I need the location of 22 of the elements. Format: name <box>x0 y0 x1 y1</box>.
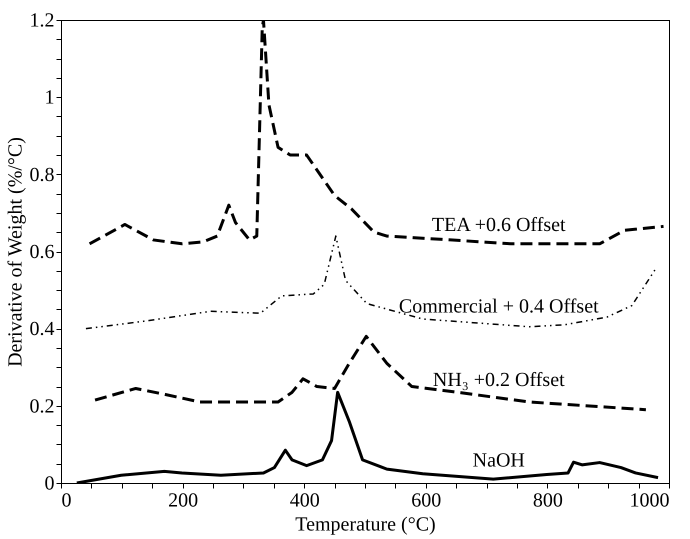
x-tick-label: 600 <box>411 490 442 512</box>
x-tick-label: 400 <box>290 490 320 512</box>
y-tick-label: 0.2 <box>30 395 54 418</box>
line-series <box>85 235 658 330</box>
y-tick-label: 0 <box>44 472 54 494</box>
y-axis-title: Derivative of Weight (%/°C) <box>4 137 26 367</box>
series-label: TEA +0.6 Offset <box>432 214 566 236</box>
x-axis-title: Temperature (°C) <box>295 514 436 536</box>
y-tick-label: 1 <box>44 86 54 109</box>
x-tick-label: 1000 <box>630 490 670 512</box>
line-series <box>75 390 660 483</box>
y-tick-label: 0.4 <box>30 318 54 340</box>
y-tick-label: 1.2 <box>30 10 54 32</box>
x-tick-label: 800 <box>532 490 563 512</box>
y-tick-label: 0.8 <box>30 164 54 186</box>
x-tick-label: 0 <box>62 490 72 512</box>
y-tick-label: 0.6 <box>30 241 54 263</box>
series-label: NaOH <box>472 450 525 472</box>
line-series <box>94 334 648 412</box>
series-label: NH₃ +0.2 Offset <box>432 368 566 391</box>
x-tick-label: 200 <box>168 490 198 512</box>
series-label: Commercial + 0.4 Offset <box>398 296 600 318</box>
